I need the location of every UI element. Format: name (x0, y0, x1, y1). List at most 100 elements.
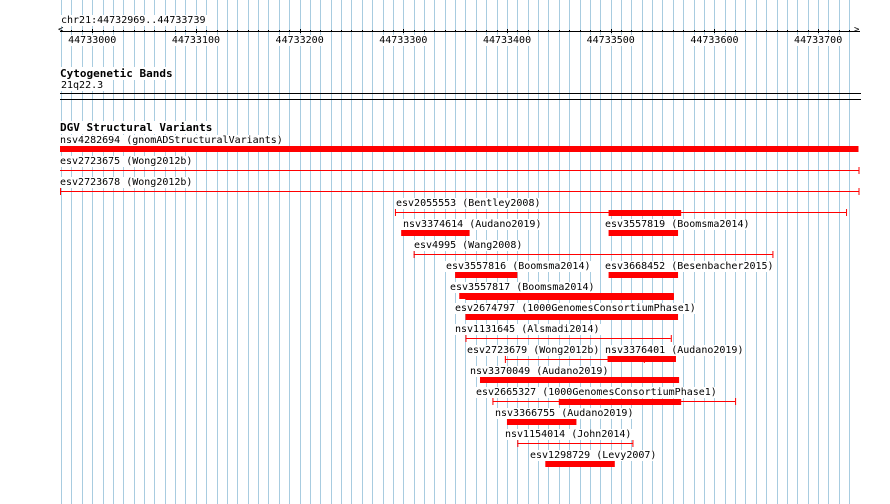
dgv-feature-label[interactable]: esv3668452 (Besenbacher2015) (604, 261, 775, 272)
ruler-minor-tick (569, 30, 570, 32)
dgv-feature-label[interactable]: nsv1131645 (Alsmadi2014) (454, 324, 601, 335)
ruler-minor-tick (714, 30, 715, 32)
ruler-minor-tick (538, 30, 539, 32)
ruler-minor-tick (300, 30, 301, 32)
ruler-minor-tick (92, 30, 93, 32)
ruler-minor-tick (341, 30, 342, 32)
dgv-feature-bar[interactable] (506, 419, 577, 425)
dgv-feature-label[interactable]: esv3557817 (Boomsma2014) (449, 282, 596, 293)
dgv-feature-label[interactable]: esv2723679 (Wong2012b) (466, 345, 601, 356)
ruler-minor-tick (580, 30, 581, 32)
ruler-minor-tick (486, 30, 487, 32)
dgv-feature-bar[interactable] (465, 314, 679, 320)
dgv-feature-label[interactable]: esv1298729 (Levy2007) (529, 450, 658, 461)
ruler-minor-tick (683, 30, 684, 32)
ruler-minor-tick (134, 30, 135, 32)
ruler-minor-tick (61, 30, 62, 32)
ruler-minor-tick (445, 30, 446, 32)
ruler-minor-tick (185, 30, 186, 32)
ruler-minor-tick (403, 30, 404, 32)
dgv-track-title: DGV Structural Variants (59, 121, 214, 134)
dgv-feature-label[interactable]: esv2674797 (1000GenomesConsortiumPhase1) (454, 303, 697, 314)
ruler-minor-tick (455, 30, 456, 32)
ruler-minor-tick (548, 30, 549, 32)
ruler-minor-tick (175, 30, 176, 32)
dgv-feature-label[interactable]: esv4995 (Wang2008) (413, 240, 524, 251)
ruler-minor-tick (154, 30, 155, 32)
ruler-tick-label: 44733500 (586, 35, 635, 46)
ruler-minor-tick (165, 30, 166, 32)
ruler-minor-tick (611, 30, 612, 32)
ruler-tick-label: 44733100 (171, 35, 221, 46)
ruler-minor-tick (673, 30, 674, 32)
ruler-minor-tick (289, 30, 290, 32)
ruler-minor-tick (279, 30, 280, 32)
ruler-axis-line (60, 31, 860, 32)
dgv-feature-bar[interactable] (455, 272, 518, 278)
ruler-minor-tick (808, 30, 809, 32)
dgv-feature-bar[interactable] (401, 230, 470, 236)
ruler-tick-label: 44733700 (794, 35, 843, 46)
ruler-minor-tick (600, 30, 601, 32)
ruler-minor-tick (631, 30, 632, 32)
dgv-feature-label[interactable]: nsv3366755 (Audano2019) (494, 408, 635, 419)
dgv-feature-label[interactable]: esv3557819 (Boomsma2014) (604, 219, 751, 230)
dgv-feature-bar[interactable] (545, 461, 615, 467)
ruler-minor-tick (227, 30, 228, 32)
dgv-feature-label[interactable]: nsv1154014 (John2014) (504, 429, 633, 440)
ruler-minor-tick (113, 30, 114, 32)
ruler-minor-tick (828, 30, 829, 32)
ruler-minor-tick (268, 30, 269, 32)
ruler-minor-tick (331, 30, 332, 32)
dgv-feature-subblock[interactable] (465, 294, 674, 300)
ruler-minor-tick (517, 30, 518, 32)
dgv-feature-subblock[interactable] (558, 399, 682, 405)
dgv-feature-label[interactable]: esv2055553 (Bentley2008) (395, 198, 542, 209)
dgv-feature-bar[interactable] (607, 356, 676, 362)
ruler-minor-tick (71, 30, 72, 32)
ruler-minor-tick (497, 30, 498, 32)
dgv-feature-label[interactable]: nsv3374614 (Audano2019) (402, 219, 543, 230)
ruler-minor-tick (465, 30, 466, 32)
ruler-minor-tick (258, 30, 259, 32)
ruler-minor-tick (362, 30, 363, 32)
ruler-minor-tick (621, 30, 622, 32)
ruler-minor-tick (839, 30, 840, 32)
ruler-minor-tick (320, 30, 321, 32)
dgv-feature-subblock[interactable] (608, 210, 682, 216)
dgv-feature-label[interactable]: esv2665327 (1000GenomesConsortiumPhase1) (475, 387, 718, 398)
ruler-tick-label: 44733000 (68, 35, 117, 46)
dgv-feature-label[interactable]: esv2723675 (Wong2012b) (59, 156, 194, 167)
ruler-minor-tick (476, 30, 477, 32)
ruler-minor-tick (787, 30, 788, 32)
dgv-feature-bar[interactable] (60, 146, 859, 152)
ruler-minor-tick (310, 30, 311, 32)
ruler-minor-tick (414, 30, 415, 32)
ruler-minor-tick (196, 30, 197, 32)
ruler-minor-tick (694, 30, 695, 32)
ruler-left-arrow: < (58, 25, 63, 36)
dgv-feature-label[interactable]: nsv4282694 (gnomADStructuralVariants) (59, 135, 284, 146)
ruler-minor-tick (424, 30, 425, 32)
dgv-feature-bar[interactable] (479, 377, 680, 383)
dgv-feature-label[interactable]: esv2723678 (Wong2012b) (59, 177, 194, 188)
locus-label: chr21:44732969..44733739 (60, 15, 207, 26)
ruler-minor-tick (372, 30, 373, 32)
ruler-minor-tick (82, 30, 83, 32)
dgv-feature-bar[interactable] (608, 272, 679, 278)
dgv-feature-label[interactable]: nsv3370049 (Audano2019) (469, 366, 610, 377)
dgv-feature-label[interactable]: nsv3376401 (Audano2019) (604, 345, 745, 356)
ruler-minor-tick (237, 30, 238, 32)
ruler-minor-tick (507, 30, 508, 32)
dgv-feature-label[interactable]: esv3557816 (Boomsma2014) (445, 261, 592, 272)
ruler-tick-label: 44733400 (482, 35, 532, 46)
dgv-feature-bar[interactable] (608, 230, 679, 236)
ruler-minor-tick (351, 30, 352, 32)
ruler-minor-tick (590, 30, 591, 32)
ruler-minor-tick (652, 30, 653, 32)
ruler-minor-tick (642, 30, 643, 32)
ruler-tick-label: 44733200 (275, 35, 324, 46)
ruler-minor-tick (756, 30, 757, 32)
ruler-minor-tick (797, 30, 798, 32)
